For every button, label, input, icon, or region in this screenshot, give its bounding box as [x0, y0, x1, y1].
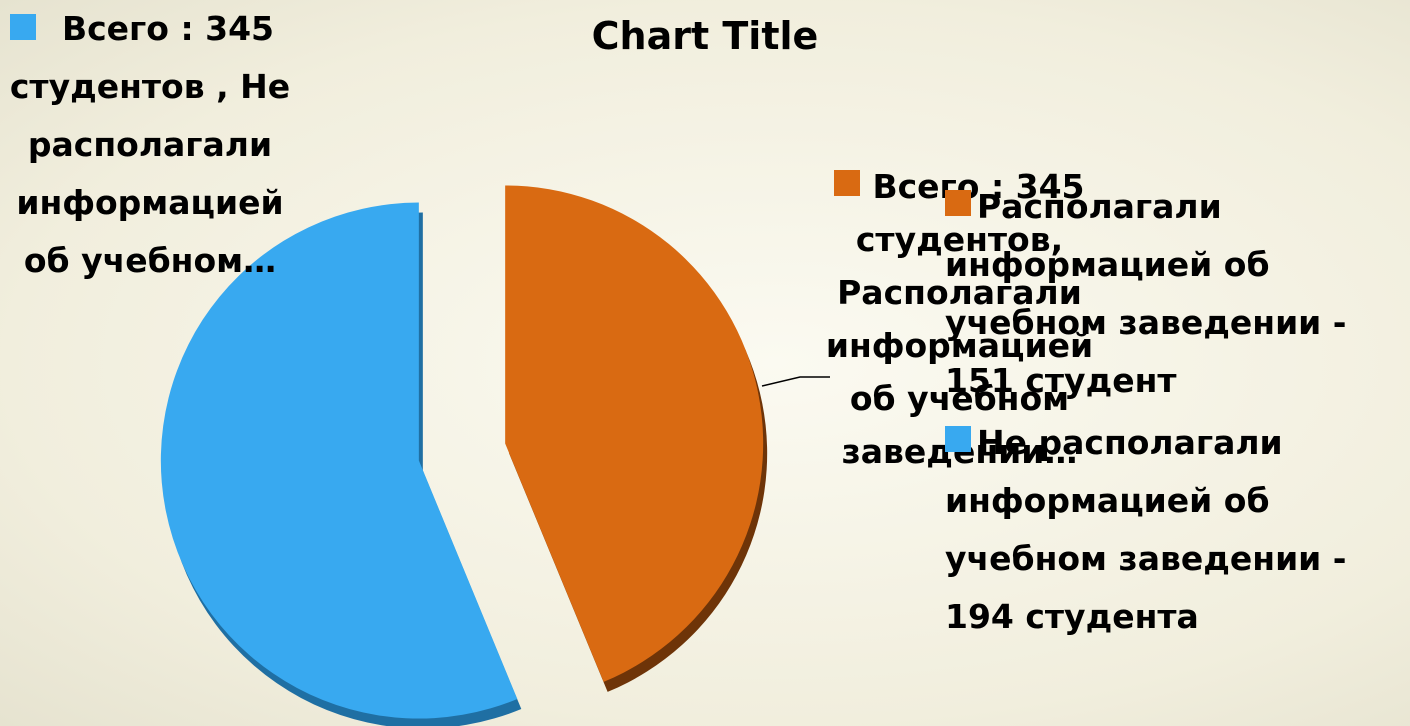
legend-entry: Располагали информацией об учебном завед… — [945, 178, 1400, 410]
slice — [505, 185, 764, 682]
label-swatch — [834, 170, 861, 196]
data-label: Всего : 345 студентов , Не располагали и… — [0, 0, 300, 290]
label-swatch — [10, 14, 36, 40]
label-text: Всего : 345 студентов, Располагали инфор… — [825, 167, 1094, 471]
legend-swatch — [945, 190, 971, 216]
legend-text: Располагали информацией об учебном завед… — [945, 187, 1347, 400]
chart-title: Chart Title — [591, 14, 819, 58]
legend-entry: Не располагали информацией об учебном за… — [945, 414, 1400, 646]
legend-swatch — [945, 426, 971, 452]
label-text: Всего : 345 студентов , Не располагали и… — [9, 9, 291, 280]
data-label: Всего : 345 студентов, Располагали инфор… — [822, 160, 1097, 478]
leader-line — [761, 376, 830, 387]
legend-text: Не располагали информацией об учебном за… — [945, 423, 1347, 636]
slice — [160, 202, 518, 719]
